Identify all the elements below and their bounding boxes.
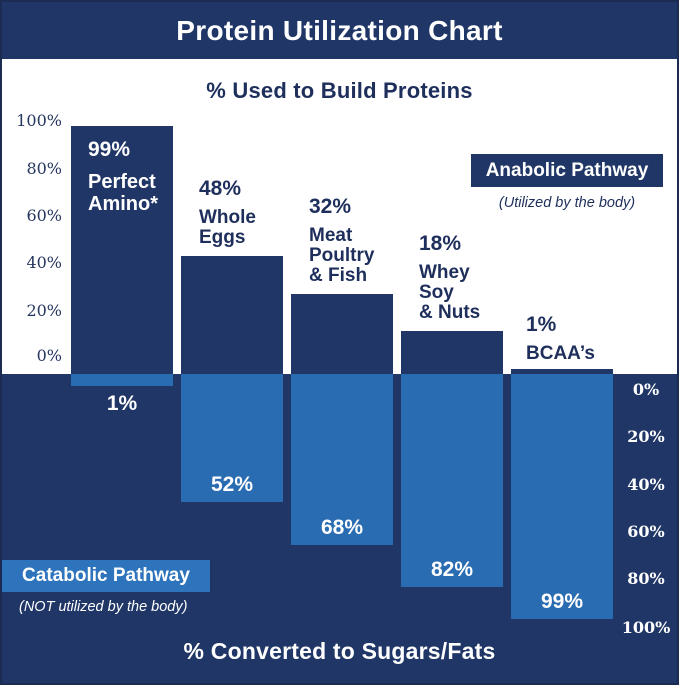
bar-anabolic-bcaas (511, 369, 613, 374)
bar-catabolic-bcaas: 99% (511, 374, 613, 619)
anabolic-legend-box: Anabolic Pathway (471, 154, 663, 187)
bar-label-perfect-amino: 99% Perfect Amino* (71, 126, 173, 215)
anabolic-value: 1% (526, 313, 557, 336)
upper-axis-title: % Used to Build Proteins (206, 78, 473, 103)
bar-category-name: Perfect Amino* (88, 171, 158, 215)
anabolic-value: 48% (199, 177, 242, 200)
bar-category-name: BCAA’s (526, 343, 595, 364)
bar-category-name: Whole Eggs (199, 207, 256, 248)
catabolic-value: 99% (540, 590, 584, 613)
left-axis-tick-0: 0% (36, 346, 62, 365)
catabolic-value: 68% (320, 516, 364, 539)
bar-catabolic-perfect-amino: 1% (71, 374, 173, 415)
anabolic-value: 18% (419, 232, 462, 255)
anabolic-value: 99% (88, 138, 131, 161)
anabolic-section: % Used to Build Proteins 100% 80% 60% 40… (2, 59, 677, 374)
bar-anabolic-whey-soy-nuts (401, 331, 503, 374)
catabolic-value: 52% (210, 473, 254, 496)
bar-category-name: Meat Poultry & Fish (309, 225, 375, 286)
bar-anabolic-perfect-amino: 99% Perfect Amino* (71, 126, 173, 374)
anabolic-legend-note: (Utilized by the body) (498, 195, 636, 211)
left-axis-tick-20: 20% (26, 301, 62, 320)
bar-anabolic-meat-poultry-fish (291, 294, 393, 374)
right-axis-tick-80: 80% (627, 569, 665, 588)
bar-anabolic-whole-eggs (181, 256, 283, 374)
catabolic-section: 1% 52% 68% 82% 99% 0% 20% 40% 60% 80% 10… (2, 374, 677, 683)
left-axis-tick-80: 80% (26, 159, 62, 178)
bar-label-whey-soy-nuts: 18% Whey Soy & Nuts (419, 232, 480, 323)
catabolic-value: 1% (106, 392, 138, 415)
left-axis-tick-60: 60% (26, 206, 62, 225)
bar-label-bcaas: 1% BCAA’s (526, 313, 595, 364)
right-axis-tick-60: 60% (627, 522, 665, 541)
left-axis-tick-40: 40% (26, 253, 62, 272)
right-axis-tick-100: 100% (621, 618, 671, 637)
right-axis-tick-20: 20% (627, 427, 665, 446)
right-axis-tick-0: 0% (632, 380, 660, 399)
right-axis-tick-40: 40% (627, 475, 665, 494)
left-axis-tick-100: 100% (16, 111, 62, 130)
bar-catabolic-whey-soy-nuts: 82% (401, 374, 503, 587)
catabolic-legend-box: Catabolic Pathway (2, 560, 210, 592)
lower-axis-title: % Converted to Sugars/Fats (183, 638, 496, 664)
bar-label-meat-poultry-fish: 32% Meat Poultry & Fish (309, 195, 374, 286)
catabolic-legend-note: (NOT utilized by the body) (19, 599, 188, 615)
bar-category-name: Whey Soy & Nuts (419, 262, 481, 323)
chart-title: Protein Utilization Chart (2, 2, 677, 59)
bar-catabolic-whole-eggs: 52% (181, 374, 283, 502)
bar-catabolic-meat-poultry-fish: 68% (291, 374, 393, 545)
anabolic-value: 32% (309, 195, 352, 218)
catabolic-value: 82% (430, 558, 474, 581)
bar-label-whole-eggs: 48% Whole Eggs (199, 177, 256, 248)
